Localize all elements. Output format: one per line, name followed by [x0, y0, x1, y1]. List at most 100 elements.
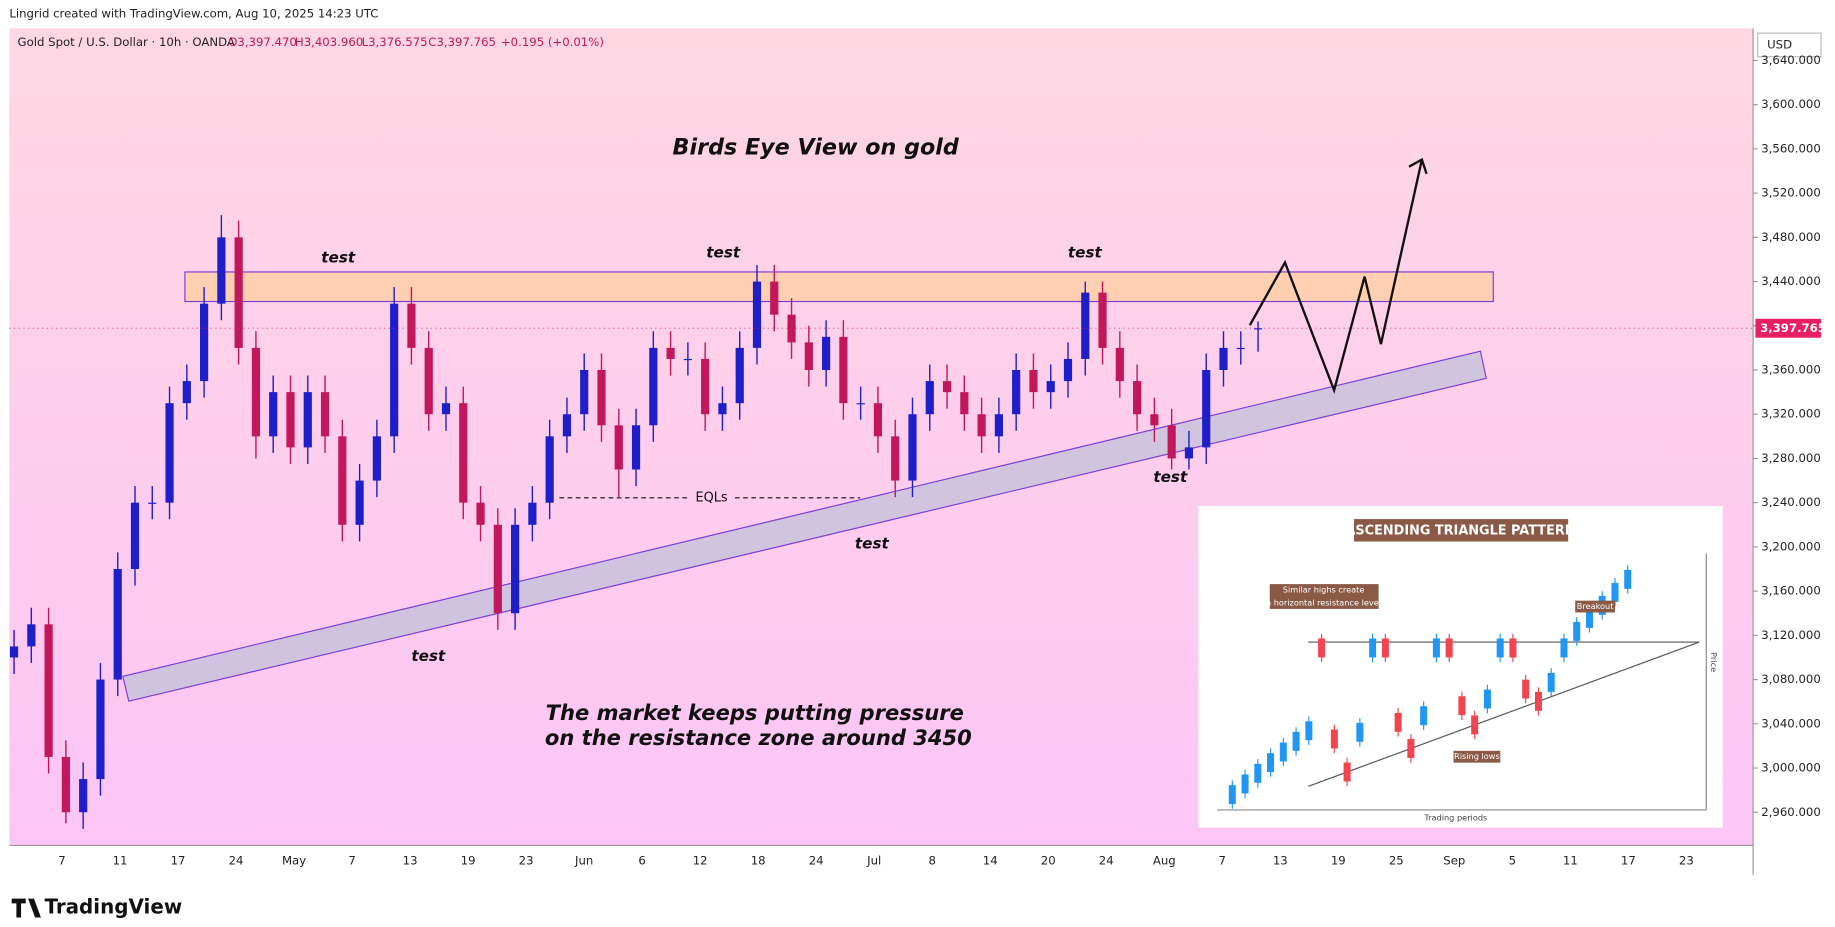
- candle-body: [96, 679, 105, 780]
- candle-body: [908, 414, 917, 481]
- inset-badge: [1354, 519, 1569, 542]
- candle-body: [562, 414, 572, 437]
- candle-body: [683, 358, 692, 361]
- inset-body: [1394, 712, 1402, 732]
- last-price-tag: [1755, 318, 1821, 338]
- candle-body: [597, 370, 606, 426]
- y-tick-label: 3,280.000: [1761, 451, 1821, 465]
- chart-title: Birds Eye View on gold: [673, 134, 960, 160]
- inset-body: [1573, 621, 1581, 641]
- candle-body: [891, 436, 900, 481]
- inset-body: [1305, 721, 1313, 741]
- inset-body: [1407, 739, 1415, 758]
- inset-body: [1611, 582, 1619, 602]
- inset-body: [1496, 638, 1504, 658]
- candle-body: [372, 436, 381, 481]
- candle-body: [269, 392, 278, 437]
- candle-body: [1012, 370, 1021, 415]
- y-tick-label: 3,160.000: [1761, 584, 1821, 598]
- ohlc-value: C3,397.765: [428, 35, 496, 49]
- inset-body: [1228, 785, 1236, 805]
- candle-body: [61, 756, 70, 813]
- candle-body: [44, 624, 53, 757]
- x-tick-label: 6: [638, 853, 645, 867]
- x-tick-label: 14: [983, 853, 998, 867]
- candle-body: [459, 403, 468, 503]
- header: Gold Spot / U.S. Dollar · 10h · OANDAO3,…: [18, 35, 604, 49]
- inset-body: [1369, 638, 1377, 658]
- annotation: test: [321, 248, 356, 266]
- x-tick-label: 7: [1219, 853, 1226, 867]
- candle-body: [79, 779, 88, 813]
- candle-body: [960, 392, 969, 415]
- x-tick-label: Sep: [1443, 853, 1465, 867]
- x-tick-label: 13: [403, 853, 418, 867]
- inset-body: [1547, 672, 1555, 692]
- candle-body: [303, 392, 312, 448]
- candle-body: [511, 524, 520, 614]
- candle-body: [1219, 347, 1228, 371]
- y-tick-label: 3,320.000: [1761, 407, 1821, 421]
- inset-body: [1458, 696, 1466, 716]
- inset-body: [1254, 763, 1262, 783]
- credit: Lingrid created with TradingView.com, Au…: [9, 7, 378, 21]
- candle-body: [1150, 414, 1159, 426]
- y-tick-label: 3,040.000: [1761, 716, 1821, 730]
- y-tick-label: 3,640.000: [1761, 53, 1821, 67]
- ohlc-value: O3,397.470: [228, 35, 297, 49]
- callout-box: [1453, 750, 1501, 763]
- inset-body: [1483, 689, 1491, 709]
- callout: Similar highs create: [1283, 584, 1365, 594]
- y-tick-label: 2,960.000: [1761, 805, 1821, 819]
- candle-body: [770, 281, 779, 315]
- x-tick-label: May: [282, 853, 306, 867]
- callout-box: [1269, 584, 1379, 609]
- x-tick-label: Jun: [574, 853, 593, 867]
- x-tick-label: 8: [928, 853, 935, 867]
- callout: Rising lows: [1454, 751, 1500, 761]
- candle-body: [804, 342, 813, 371]
- inset-body: [1356, 722, 1364, 742]
- inset-bg: [1198, 506, 1723, 828]
- inset-body: [1624, 569, 1632, 589]
- candle-body: [338, 436, 347, 525]
- symbol: Gold Spot / U.S. Dollar · 10h · OANDA: [18, 35, 235, 49]
- y-tick-label: 3,000.000: [1761, 760, 1821, 774]
- candle-body: [977, 414, 986, 437]
- candle-body: [1133, 381, 1142, 415]
- x-tick-label: 20: [1041, 853, 1056, 867]
- ohlc-value: H3,403.960: [295, 35, 363, 49]
- brand: TradingView: [44, 895, 182, 919]
- x-tick-label: Jul: [866, 853, 881, 867]
- candle-body: [1167, 425, 1176, 459]
- inset-support: [1308, 641, 1700, 787]
- annotation: The market keeps putting pressure: [546, 700, 964, 725]
- resistance-zone: [184, 271, 1494, 303]
- annotation: test: [1153, 468, 1188, 486]
- callout-box: [1575, 600, 1615, 613]
- inset-x-label: Trading periods: [1423, 813, 1487, 823]
- x-tick-label: 19: [1331, 853, 1346, 867]
- candle-body: [182, 381, 191, 404]
- annotation: test: [706, 243, 741, 261]
- inset-body: [1343, 762, 1351, 782]
- support-channel: [122, 350, 1487, 702]
- x-tick-label: 5: [1509, 853, 1516, 867]
- x-tick-label: 7: [58, 853, 65, 867]
- candle-body: [1253, 328, 1263, 330]
- annotation: EQLs: [695, 490, 727, 505]
- candle-body: [701, 358, 710, 415]
- callout: Breakout: [1577, 601, 1614, 611]
- candle-body: [1081, 292, 1090, 359]
- annotation: test: [855, 534, 890, 552]
- inset-body: [1522, 679, 1530, 699]
- candle-body: [1115, 347, 1124, 382]
- inset-body: [1241, 774, 1249, 794]
- candle-body: [148, 502, 157, 504]
- candle-body: [822, 336, 831, 371]
- inset-body: [1420, 706, 1428, 726]
- candle-body: [113, 569, 122, 680]
- candle-body: [545, 436, 554, 503]
- inset-body: [1318, 638, 1326, 658]
